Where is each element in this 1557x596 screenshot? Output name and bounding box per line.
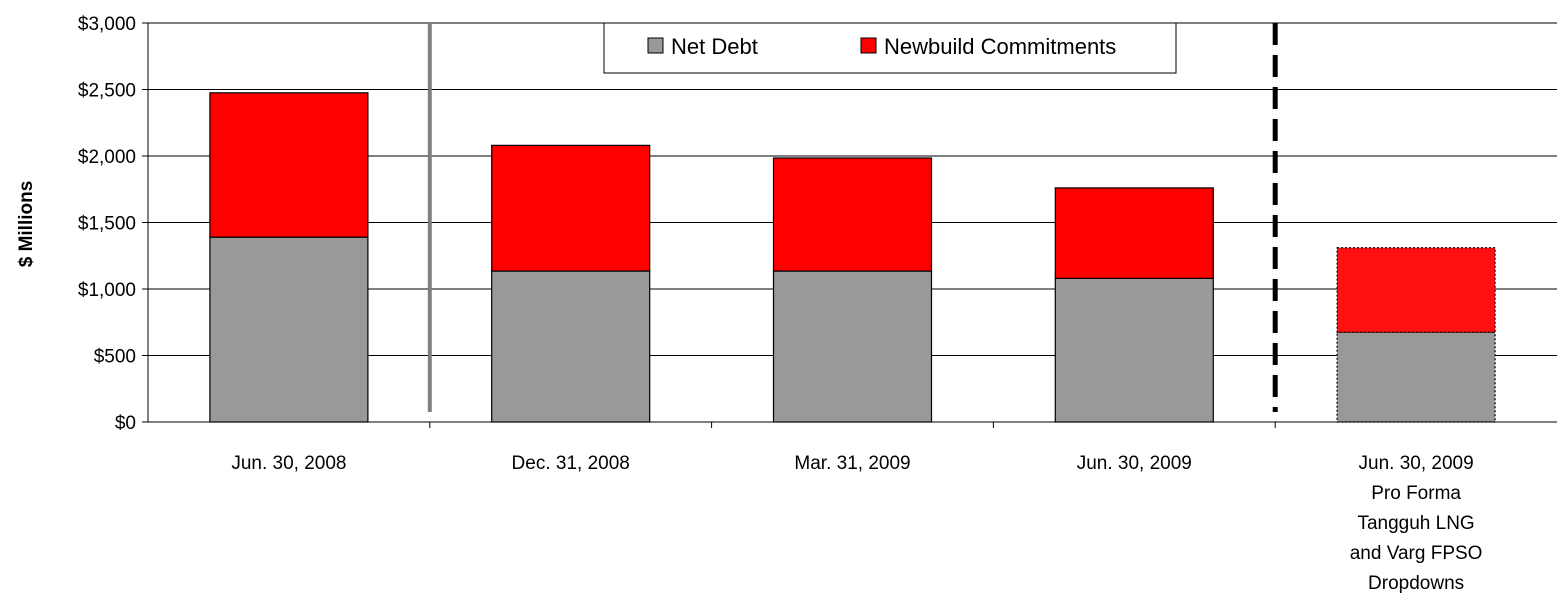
y-tick-label: $2,000: [78, 147, 136, 168]
x-tick-label: Jun. 30, 2008: [231, 453, 346, 474]
y-axis-label: $ Millions: [16, 181, 37, 268]
x-tick-label: Jun. 30, 2009: [1077, 453, 1192, 474]
x-axis-ticks: Jun. 30, 2008 Dec. 31, 2008 Mar. 31, 2009 J…: [231, 422, 1482, 594]
bar-newbuild-commitments: [772, 157, 933, 272]
bars: [209, 92, 1496, 423]
bar-newbuild-commitments: [1054, 187, 1214, 279]
x-tick-label: Dec. 31, 2008: [512, 453, 630, 474]
legend-label-net-debt: Net Debt: [671, 34, 758, 59]
axes: [147, 23, 1557, 423]
y-tick-label: $0: [115, 413, 136, 434]
legend: Net Debt Newbuild Commitments: [603, 22, 1177, 74]
bar-net-debt: [772, 270, 933, 423]
legend-swatch-net-debt: [647, 37, 664, 54]
legend-label-newbuild-commitments: Newbuild Commitments: [884, 34, 1116, 59]
y-tick-label: $1,500: [78, 214, 136, 235]
legend-swatch-newbuild-commitments: [860, 37, 877, 54]
y-axis-ticks: $0 $500 $1,000 $1,500 $2,000 $2,500 $3,000: [78, 14, 148, 434]
bar-net-debt: [1336, 331, 1496, 423]
y-tick-label: $2,500: [78, 81, 136, 102]
y-tick-label: $1,000: [78, 280, 136, 301]
x-tick-label: Jun. 30, 2009 Pro Forma Tangguh LNG and Var…: [1350, 453, 1483, 594]
bar-net-debt: [1054, 277, 1214, 423]
bar-net-debt: [491, 270, 651, 423]
bar-newbuild-commitments: [209, 92, 369, 238]
y-tick-label: $3,000: [78, 14, 136, 35]
bar-newbuild-commitments: [491, 144, 651, 272]
bar-net-debt: [209, 236, 369, 423]
separators: [427, 23, 1278, 412]
bar-newbuild-commitments: [1336, 247, 1496, 333]
x-tick-label: Mar. 31, 2009: [794, 453, 910, 474]
y-tick-label: $500: [94, 347, 136, 368]
